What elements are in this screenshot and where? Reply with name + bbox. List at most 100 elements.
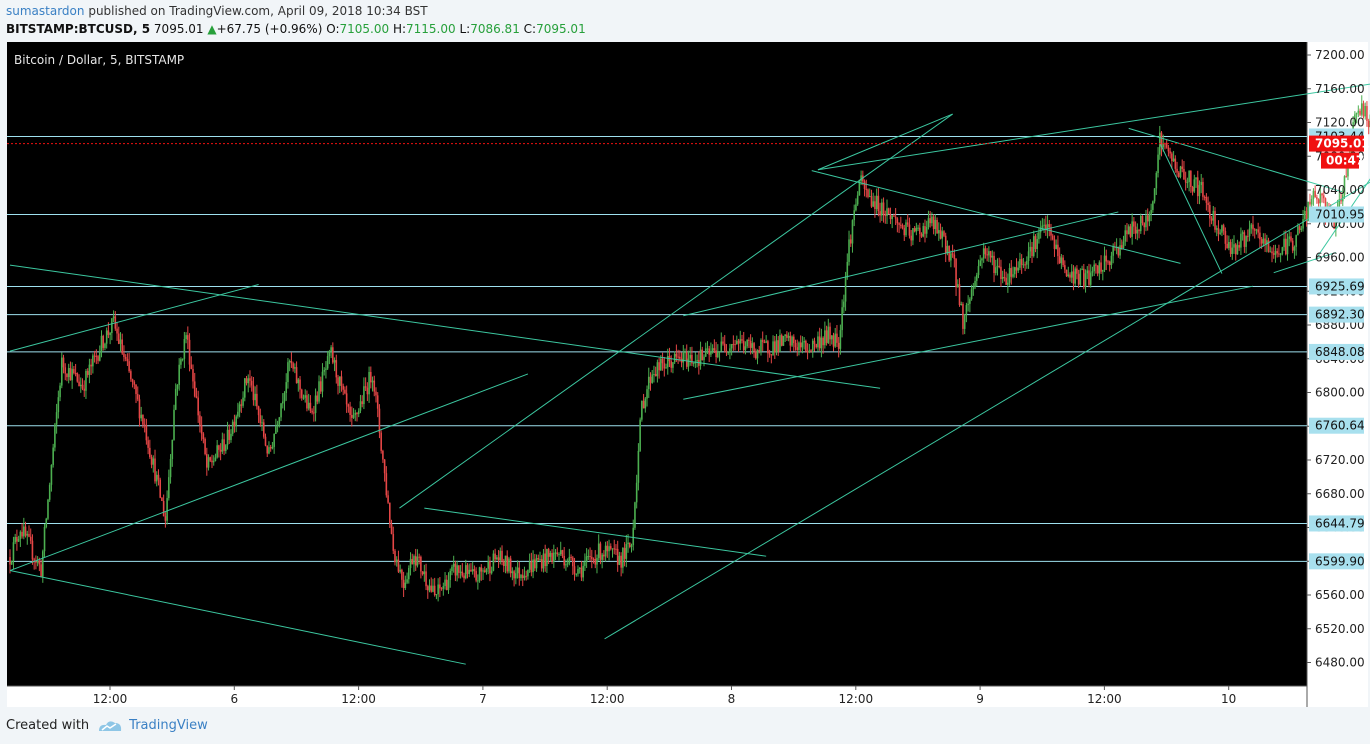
candle-body xyxy=(1184,179,1187,183)
candle-body xyxy=(1003,276,1006,278)
candle-body xyxy=(461,571,464,576)
candle-body xyxy=(380,432,382,451)
candle-body xyxy=(573,566,576,574)
candle-body xyxy=(623,547,626,559)
candle-body xyxy=(1057,244,1059,257)
candle-body xyxy=(302,397,305,399)
candle-body xyxy=(504,555,507,566)
candle-body xyxy=(590,556,593,559)
candle-body xyxy=(684,352,686,354)
candle-body xyxy=(442,586,445,589)
candle-body xyxy=(565,564,567,566)
candle-body xyxy=(188,339,191,365)
candle-body xyxy=(57,397,60,413)
candle-body xyxy=(185,335,187,340)
candle-body xyxy=(692,362,695,364)
open-value: 7105.00 xyxy=(339,22,390,36)
candle-body xyxy=(1307,201,1310,221)
candle-body xyxy=(1278,253,1280,255)
candle-body xyxy=(88,364,91,375)
candle-body xyxy=(413,556,415,565)
candle-body xyxy=(841,307,843,331)
candle-body xyxy=(1177,172,1180,177)
candle-body xyxy=(1286,238,1289,255)
candle-body xyxy=(131,379,134,382)
time-axis[interactable] xyxy=(7,686,1307,707)
trendline xyxy=(1314,178,1370,261)
author-link[interactable]: sumastardon xyxy=(6,4,85,18)
candle-body xyxy=(223,439,225,451)
candle-body xyxy=(527,569,529,577)
candle-body xyxy=(1089,272,1092,285)
candle-body xyxy=(653,374,655,376)
candle-body xyxy=(382,450,384,460)
candle-body xyxy=(349,406,351,415)
trendline xyxy=(399,113,953,509)
candle-body xyxy=(622,547,624,568)
candle-body xyxy=(1046,224,1049,230)
candle-body xyxy=(433,585,436,596)
candle-body xyxy=(951,253,954,255)
candle-body xyxy=(128,361,130,372)
candle-body xyxy=(411,558,414,565)
candle-body xyxy=(29,536,32,541)
candle-body xyxy=(237,411,239,417)
candle-body xyxy=(1008,268,1011,283)
candle-body xyxy=(468,569,471,574)
candle-body xyxy=(1226,243,1228,249)
candle-body xyxy=(875,195,878,209)
candle-body xyxy=(426,586,429,591)
candle-body xyxy=(1207,202,1209,206)
candle-body xyxy=(660,358,662,371)
candle-body xyxy=(135,384,137,395)
candle-body xyxy=(352,414,355,418)
candle-body xyxy=(537,558,540,560)
candle-body xyxy=(86,370,89,375)
candle-body xyxy=(730,344,733,349)
candle-body xyxy=(903,228,906,236)
candle-body xyxy=(753,343,755,352)
candle-body xyxy=(1321,193,1323,196)
candle-body xyxy=(547,548,550,557)
candle-body xyxy=(658,362,660,371)
candle-body xyxy=(616,548,619,565)
candle-body xyxy=(36,560,39,563)
candle-body xyxy=(33,559,35,561)
candle-body xyxy=(1364,106,1367,117)
candle-body xyxy=(73,369,75,374)
candle-body xyxy=(269,447,272,449)
candle-body xyxy=(568,556,571,564)
candle-body xyxy=(111,318,113,334)
candle-body xyxy=(85,370,87,391)
candle-body xyxy=(900,224,902,226)
candle-body xyxy=(599,543,602,560)
candle-body xyxy=(59,385,61,398)
candle-body xyxy=(1231,247,1234,255)
candle-body xyxy=(1295,235,1297,247)
candle-body xyxy=(458,565,460,573)
candle-body xyxy=(485,568,488,573)
candle-body xyxy=(142,414,144,425)
candle-body xyxy=(1124,230,1127,242)
candle-body xyxy=(1174,158,1177,169)
candle-body xyxy=(325,368,327,370)
candle-body xyxy=(958,284,961,305)
tradingview-link[interactable]: TradingView xyxy=(129,718,208,733)
candle-body xyxy=(587,556,590,558)
candle-body xyxy=(48,484,51,500)
candle-body xyxy=(969,299,971,304)
candle-body xyxy=(149,447,151,458)
candle-body xyxy=(1032,236,1035,257)
candle-body xyxy=(1310,199,1313,205)
candle-body xyxy=(974,280,976,288)
candle-body xyxy=(559,550,562,555)
change-arrow-icon: ▲ xyxy=(207,22,217,36)
candle-body xyxy=(773,341,776,353)
candle-body xyxy=(924,226,926,234)
candle-body xyxy=(521,574,524,579)
candle-body xyxy=(1322,195,1325,199)
candle-body xyxy=(262,422,265,437)
candle-body xyxy=(887,208,890,215)
candle-body xyxy=(874,201,876,209)
